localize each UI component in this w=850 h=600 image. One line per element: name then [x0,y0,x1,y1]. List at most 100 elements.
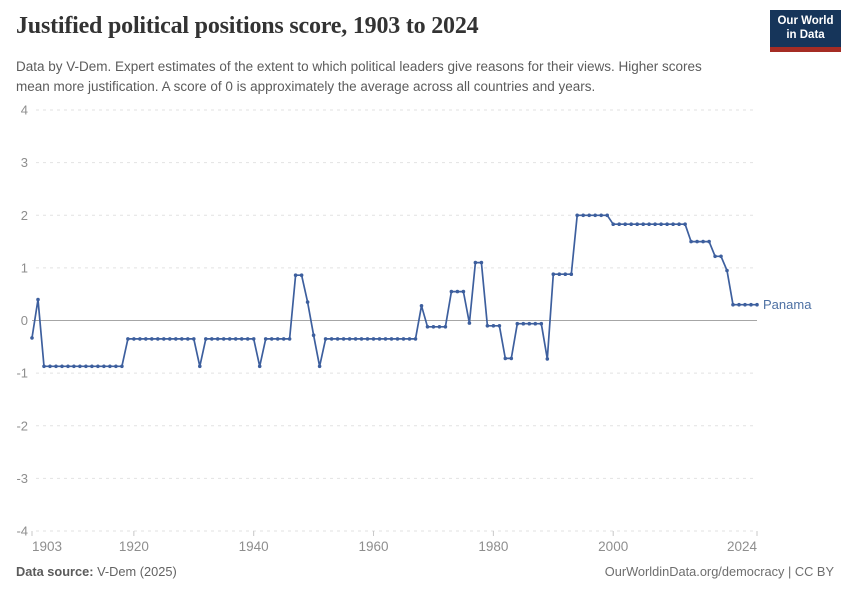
data-point [743,302,747,307]
data-point [192,337,196,341]
data-point [539,321,544,326]
x-tick-label: 1903 [32,539,62,554]
data-point [503,356,508,361]
data-point [215,337,220,341]
data-point [156,337,160,341]
owid-logo-line2: in Data [786,28,825,41]
x-tick-label: 1940 [239,539,269,554]
data-point [737,302,741,307]
x-tick-label: 1960 [359,539,389,554]
data-point [359,337,364,341]
data-point [653,222,657,226]
data-source-value: V-Dem (2025) [93,564,177,579]
data-point [114,364,118,369]
data-point [605,213,609,218]
data-point [449,289,454,294]
data-point [593,213,597,218]
data-point [755,302,759,307]
data-point [96,364,100,369]
data-point [210,337,214,341]
data-point [659,222,663,226]
data-source-label: Data source: [16,564,94,579]
data-source: Data source: V-Dem (2025) [16,564,177,579]
y-tick-label: 0 [21,313,28,328]
data-point [353,337,358,341]
data-point [719,254,723,259]
data-point [647,222,651,226]
data-point [515,321,520,326]
data-point [335,337,340,341]
data-point [695,239,699,244]
data-point [311,333,316,338]
x-tick-label: 1920 [119,539,149,554]
data-point [425,325,430,329]
data-point [341,337,346,341]
data-point [347,337,352,341]
owid-logo[interactable]: Our World in Data [770,10,841,52]
data-point [66,364,70,369]
y-tick-label: 3 [21,155,28,170]
data-point [509,356,514,361]
data-point [269,337,274,341]
data-point [683,222,687,226]
data-point [132,337,136,341]
data-point [251,337,256,341]
data-point [461,289,466,294]
data-point [749,302,753,307]
data-point [245,337,250,341]
data-point [36,297,40,302]
data-point [54,364,58,369]
data-point [174,337,178,341]
data-point [120,364,124,369]
data-point [263,337,268,341]
data-point [275,337,280,341]
data-point [617,222,621,226]
data-point [557,272,562,277]
chart-title: Justified political positions score, 190… [16,13,479,39]
data-point [455,289,460,294]
y-tick-label: -1 [16,366,28,381]
data-point [479,260,484,265]
data-point [641,222,645,226]
credit-link[interactable]: OurWorldinData.org/democracy | CC BY [604,564,834,579]
data-point [299,273,304,278]
data-point [407,337,412,341]
x-tick-label: 2000 [598,539,628,554]
y-tick-label: 4 [21,103,28,118]
data-point [281,337,286,341]
data-point [84,364,88,369]
data-point [162,337,166,341]
data-point [599,213,603,218]
data-point [365,337,370,341]
series-line-panama [31,214,758,368]
data-point [257,364,262,369]
data-point [323,337,328,341]
data-point [90,364,94,369]
data-point [731,302,735,307]
data-point [48,364,52,369]
data-point [72,364,76,369]
data-point [180,337,184,341]
data-point [527,321,532,326]
data-point [60,364,64,369]
data-point [635,222,639,226]
data-point [707,239,711,244]
data-point [102,364,106,369]
data-point [150,337,154,341]
data-point [186,337,190,341]
x-tick-label: 2024 [727,539,758,554]
y-tick-label: -4 [16,524,28,539]
data-point [305,300,310,304]
data-point [677,222,681,226]
data-point [293,273,298,278]
data-point [569,272,574,277]
data-point [551,272,556,277]
y-tick-label: 1 [21,260,28,275]
data-point [329,337,334,341]
data-point [377,337,382,341]
data-point [144,337,148,341]
data-point [629,222,633,226]
data-point [689,239,693,244]
data-point [401,337,406,341]
